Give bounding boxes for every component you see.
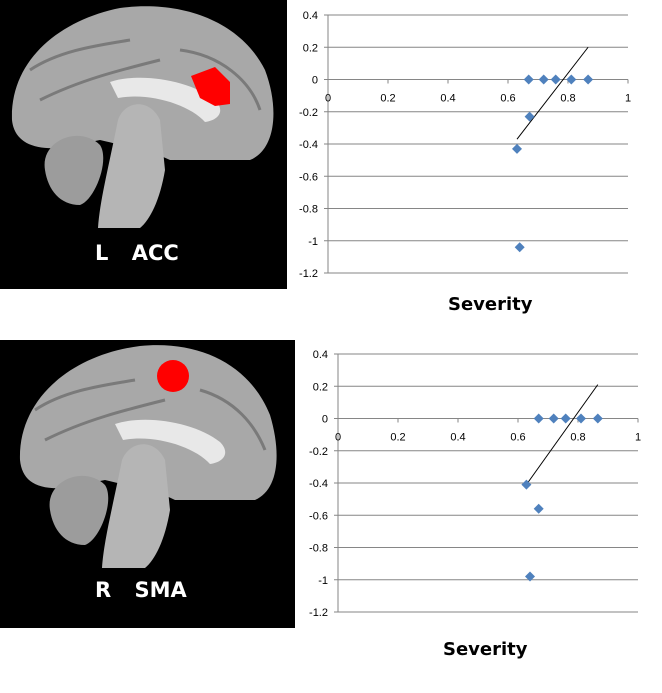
- x-axis-title: Severity: [443, 639, 528, 660]
- data-point: [514, 242, 525, 253]
- y-tick-label: 0: [312, 75, 318, 87]
- x-axis-title: Severity: [448, 294, 533, 315]
- y-tick-label: 0.4: [313, 349, 328, 361]
- highlight-region-sma: [157, 360, 189, 392]
- y-tick-label: -1: [318, 575, 328, 587]
- x-tick-label: 0.4: [440, 93, 455, 105]
- data-point: [550, 74, 561, 85]
- y-tick-label: -1: [308, 236, 318, 248]
- data-point: [521, 479, 532, 490]
- data-point: [548, 413, 559, 424]
- x-tick-label: 0: [325, 93, 331, 105]
- highlight-region-acc: [191, 67, 230, 106]
- y-tick-label: 0.2: [313, 381, 328, 393]
- region-label: ACC: [131, 241, 179, 265]
- trendline: [525, 384, 599, 485]
- y-tick-label: -0.2: [309, 446, 328, 458]
- data-point: [533, 413, 544, 424]
- data-point: [533, 503, 544, 514]
- brain-sagittal-image: [19, 345, 277, 568]
- x-tick-label: 0.6: [500, 93, 515, 105]
- y-tick-label: 0.2: [303, 42, 318, 54]
- hemisphere-label: L: [95, 241, 109, 265]
- x-tick-label: 0.2: [380, 93, 395, 105]
- x-tick-label: 0.6: [510, 432, 525, 444]
- y-tick-label: -0.4: [309, 478, 328, 490]
- y-tick-label: 0: [322, 414, 328, 426]
- y-tick-label: -0.2: [299, 107, 318, 119]
- brain-image-right-sma: R SMA: [0, 340, 295, 628]
- hemisphere-label: R: [95, 578, 112, 602]
- x-tick-label: 0: [335, 432, 341, 444]
- data-point: [583, 74, 594, 85]
- data-point: [525, 571, 535, 582]
- data-point: [523, 74, 534, 85]
- y-tick-label: -1.2: [299, 268, 318, 280]
- data-point: [512, 143, 522, 154]
- x-tick-label: 0.8: [560, 93, 575, 105]
- y-tick-label: -0.8: [309, 543, 328, 555]
- y-tick-label: -1.2: [309, 607, 328, 619]
- brain-image-left-acc: L ACC: [0, 0, 287, 289]
- data-point: [538, 74, 549, 85]
- x-tick-label: 1: [635, 432, 641, 444]
- data-point: [566, 74, 577, 85]
- brain-sagittal-image: [11, 6, 274, 228]
- y-tick-label: 0.4: [303, 10, 318, 22]
- y-tick-label: -0.6: [299, 171, 318, 183]
- data-point: [524, 111, 535, 122]
- y-tick-label: -0.4: [299, 139, 318, 151]
- region-label: SMA: [134, 578, 187, 602]
- x-tick-label: 1: [625, 93, 631, 105]
- x-tick-label: 0.2: [390, 432, 405, 444]
- x-tick-label: 0.8: [570, 432, 585, 444]
- y-tick-label: -0.8: [299, 204, 318, 216]
- data-point: [560, 413, 571, 424]
- trendline: [516, 46, 589, 140]
- data-point: [576, 413, 586, 424]
- data-point: [592, 413, 603, 424]
- x-tick-label: 0.4: [450, 432, 465, 444]
- y-tick-label: -0.6: [309, 510, 328, 522]
